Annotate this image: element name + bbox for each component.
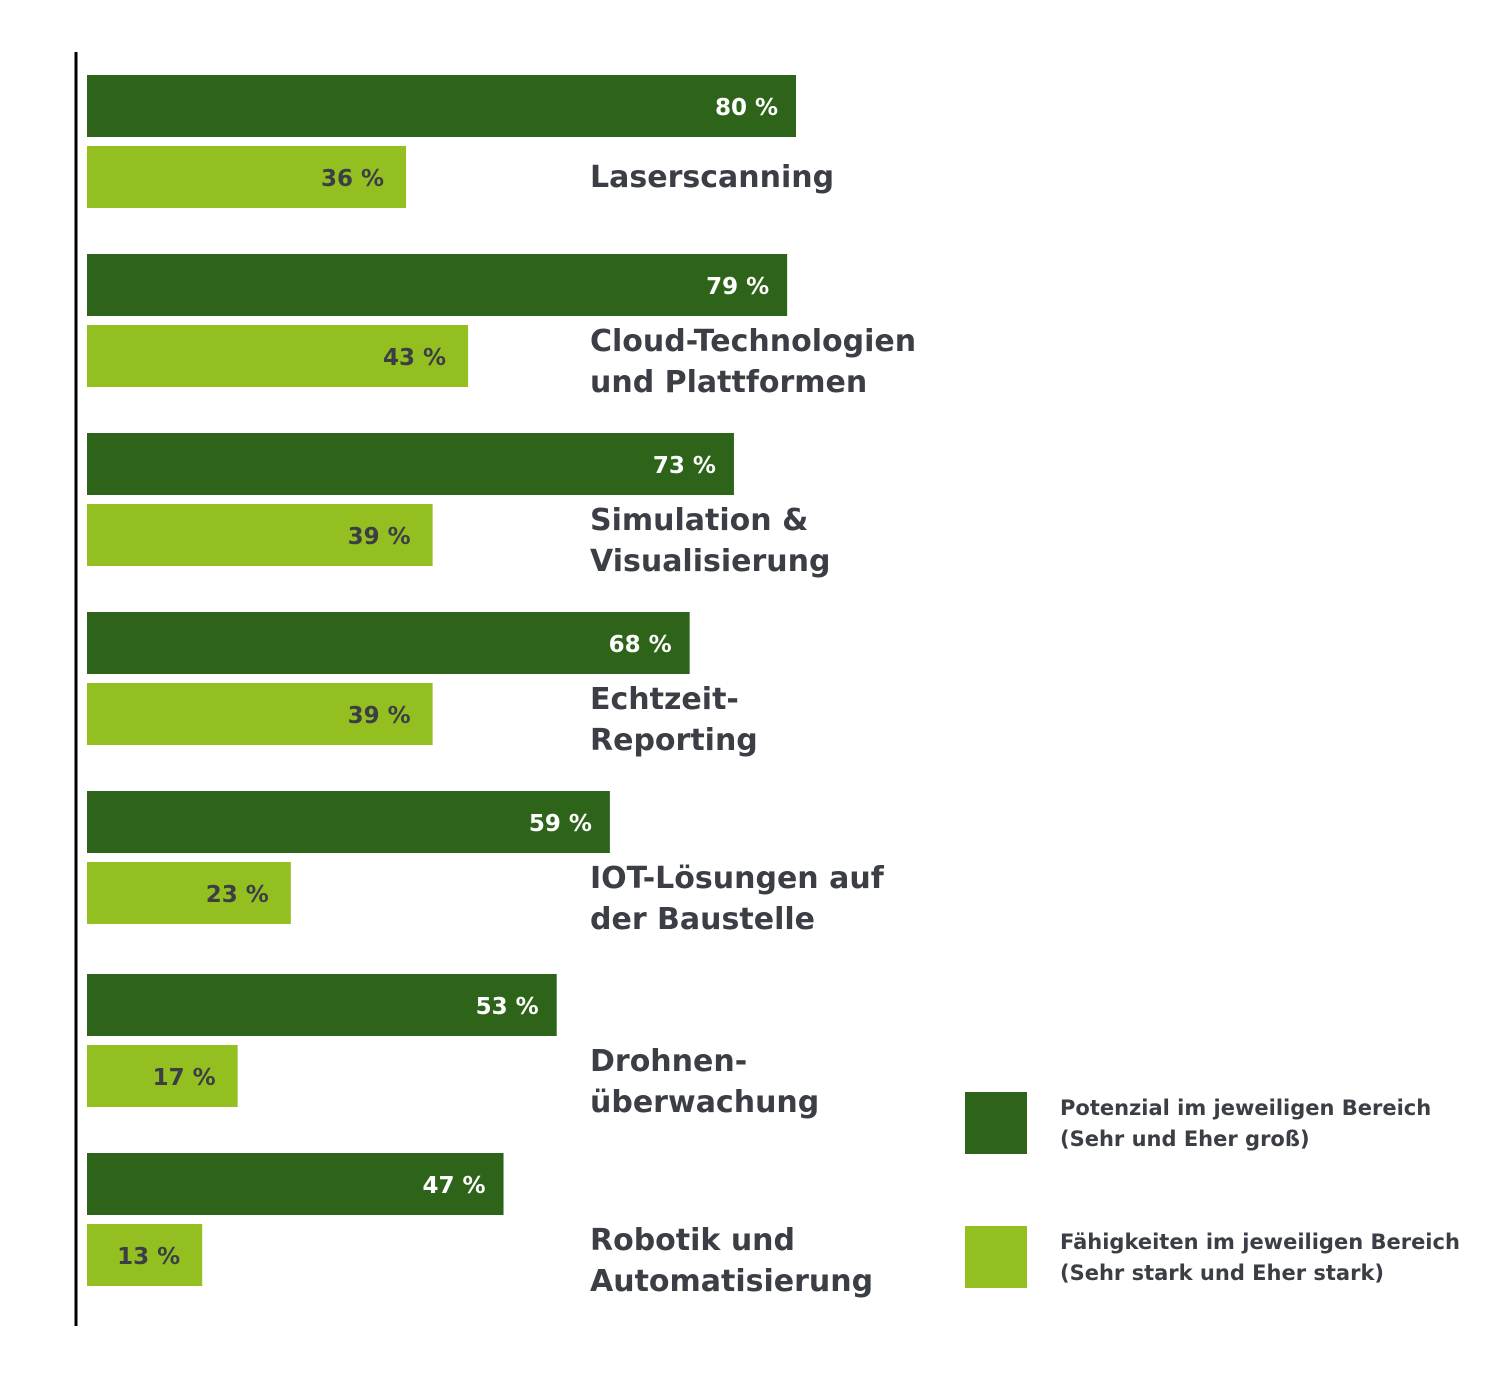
bar-capability xyxy=(87,862,291,924)
bar-capability xyxy=(87,146,407,208)
bar-potential xyxy=(87,254,788,316)
data-label-capability: 43 % xyxy=(383,345,446,371)
bar-potential xyxy=(87,791,610,853)
category-label-line: Visualisierung xyxy=(590,544,830,579)
bar-potential xyxy=(87,75,796,137)
data-label-potential: 47 % xyxy=(422,1173,485,1199)
data-label-potential: 79 % xyxy=(706,274,769,300)
data-label-capability: 36 % xyxy=(321,166,384,192)
bar-potential xyxy=(87,1153,504,1215)
category-label-line: überwachung xyxy=(590,1085,819,1120)
category-label-line: Simulation & xyxy=(590,503,808,538)
category-label-line: Echtzeit- xyxy=(590,682,739,717)
category-label-line: Cloud-Technologien xyxy=(590,324,916,359)
category-label: Simulation & Visualisierung xyxy=(590,503,830,579)
bar-capability xyxy=(87,683,433,745)
legend-label-potential: Potenzial im jeweiligen Bereich (Sehr und… xyxy=(1060,1096,1431,1151)
category-label-line: Automatisierung xyxy=(590,1264,873,1299)
category-label: Cloud-Technologien und Plattformen xyxy=(590,324,916,400)
bar-capability xyxy=(87,504,433,566)
category-label-line: Reporting xyxy=(590,723,758,758)
data-label-potential: 53 % xyxy=(476,994,539,1020)
category-label-line: Laserscanning xyxy=(590,160,834,195)
category-label-line: Robotik und xyxy=(590,1223,795,1258)
legend-swatch-potential xyxy=(965,1092,1027,1154)
bar-potential xyxy=(87,433,734,495)
data-label-capability: 17 % xyxy=(153,1065,216,1091)
data-label-potential: 68 % xyxy=(609,632,672,658)
data-label-potential: 59 % xyxy=(529,811,592,837)
legend-label-capability: Fähigkeiten im jeweiligen Bereich (Sehr s… xyxy=(1060,1230,1460,1285)
category-label-line: IOT-Lösungen auf xyxy=(590,861,885,896)
bar-potential xyxy=(87,974,557,1036)
data-label-potential: 73 % xyxy=(653,453,716,479)
legend-label-line: Fähigkeiten im jeweiligen Bereich xyxy=(1060,1230,1460,1254)
data-label-capability: 23 % xyxy=(206,882,269,908)
data-label-capability: 39 % xyxy=(348,524,411,550)
legend-label-line: Potenzial im jeweiligen Bereich xyxy=(1060,1096,1431,1120)
category-label: Robotik und Automatisierung xyxy=(590,1223,873,1299)
category-label: Drohnen-überwachung xyxy=(590,1044,819,1120)
data-label-capability: 13 % xyxy=(117,1244,180,1270)
legend-label-line: (Sehr und Eher groß) xyxy=(1060,1127,1310,1151)
category-label-line: und Plattformen xyxy=(590,365,867,400)
data-label-capability: 39 % xyxy=(348,703,411,729)
category-label: Laserscanning xyxy=(590,160,834,195)
data-label-potential: 80 % xyxy=(715,95,778,121)
legend-label-line: (Sehr stark und Eher stark) xyxy=(1060,1261,1384,1285)
bar-potential xyxy=(87,612,690,674)
category-label: IOT-Lösungen auf der Baustelle xyxy=(590,861,885,937)
bar-capability xyxy=(87,1045,238,1107)
category-label-line: der Baustelle xyxy=(590,902,815,937)
bar-capability xyxy=(87,1224,203,1286)
legend-swatch-capability xyxy=(965,1226,1027,1288)
bar-capability xyxy=(87,325,469,387)
category-label: Echtzeit- Reporting xyxy=(590,682,758,758)
category-label-line: Drohnen- xyxy=(590,1044,747,1079)
